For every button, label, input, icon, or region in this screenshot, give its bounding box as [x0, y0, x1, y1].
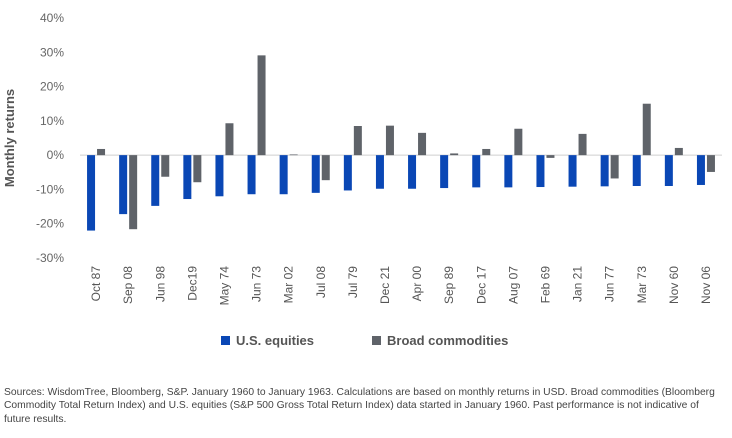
y-tick-label: 0% — [47, 148, 65, 162]
bar-broad-commodities — [257, 55, 266, 156]
x-tick-label: Jun 73 — [250, 266, 264, 302]
bar-broad-commodities — [321, 155, 330, 181]
x-tick-label: Jul 79 — [346, 266, 360, 298]
x-tick-label: Nov 60 — [667, 266, 681, 304]
x-tick-label: Jul 08 — [314, 266, 328, 298]
bar-broad-commodities — [674, 147, 683, 156]
bar-us-equities — [343, 155, 352, 191]
bar-us-equities — [311, 155, 320, 193]
bar-broad-commodities — [161, 155, 170, 177]
bar-us-equities — [151, 155, 160, 206]
bar-broad-commodities — [418, 132, 427, 156]
bar-broad-commodities — [385, 125, 394, 156]
bar-broad-commodities — [450, 153, 459, 156]
bar-broad-commodities — [193, 155, 202, 183]
bar-broad-commodities — [482, 148, 491, 156]
bar-us-equities — [183, 155, 192, 200]
x-tick-label: Dec 21 — [378, 266, 392, 304]
y-tick-label: 40% — [40, 11, 64, 25]
source-note: Sources: WisdomTree, Bloomberg, S&P. Jan… — [4, 387, 715, 425]
bar-us-equities — [215, 155, 224, 197]
bar-us-equities — [472, 155, 481, 188]
x-tick-label: Sep 08 — [121, 266, 135, 304]
legend-label-broad-commodities: Broad commodities — [387, 333, 509, 348]
bar-broad-commodities — [706, 155, 715, 172]
legend-label-us-equities: U.S. equities — [236, 333, 315, 348]
y-tick-label: 30% — [40, 45, 64, 59]
bar-us-equities — [632, 155, 641, 186]
x-tick-label: Mar 73 — [635, 266, 649, 304]
y-tick-label: -20% — [36, 217, 64, 231]
y-tick-label: 10% — [40, 114, 64, 128]
bar-us-equities — [536, 155, 545, 188]
x-tick-label: Jun 98 — [153, 266, 167, 302]
y-tick-label: 20% — [40, 80, 64, 94]
bar-broad-commodities — [642, 103, 651, 156]
y-tick-label: -30% — [36, 251, 64, 265]
x-tick-label: Jun 77 — [603, 266, 617, 302]
bar-us-equities — [504, 155, 513, 188]
x-tick-label: Apr 00 — [410, 266, 424, 302]
legend-item-us-equities: U.S. equities — [221, 333, 314, 348]
bar-us-equities — [119, 155, 128, 215]
bar-us-equities — [440, 155, 449, 189]
x-tick-label: Feb 69 — [538, 266, 552, 304]
x-tick-label: May 74 — [217, 266, 231, 306]
bar-us-equities — [375, 155, 384, 189]
bar-chart: Monthly returns -30% -20% -10% 0% 10% 20% 30% 4… — [2, 11, 722, 306]
bar-broad-commodities — [610, 155, 619, 179]
x-tick-label: Nov 06 — [699, 266, 713, 304]
chart-legend: U.S. equities Broad commodities — [0, 333, 732, 351]
y-axis-title: Monthly returns — [2, 89, 17, 187]
bar-us-equities — [664, 155, 673, 186]
bar-broad-commodities — [97, 148, 106, 156]
x-tick-label: Aug 07 — [506, 266, 520, 304]
chart-area: Monthly returns -30% -20% -10% 0% 10% 20% 30% 4… — [2, 11, 722, 306]
bar-us-equities — [408, 155, 417, 189]
bar-us-equities — [600, 155, 609, 187]
x-tick-label: Jan 21 — [571, 266, 585, 302]
bar-broad-commodities — [578, 133, 587, 156]
bar-us-equities — [87, 155, 96, 231]
y-tick-label: -10% — [36, 182, 64, 196]
bar-us-equities — [696, 155, 705, 185]
x-tick-label: Oct 87 — [89, 266, 103, 302]
bar-broad-commodities — [289, 154, 298, 156]
legend-item-broad-commodities: Broad commodities — [372, 333, 508, 348]
bar-broad-commodities — [225, 123, 234, 156]
bar-broad-commodities — [546, 155, 555, 158]
x-tick-label: Sep 89 — [442, 266, 456, 304]
x-tick-label: Dec19 — [185, 266, 199, 301]
legend-swatch-broad-commodities — [372, 336, 381, 345]
x-tick-label: Dec 17 — [474, 266, 488, 304]
bar-us-equities — [568, 155, 577, 187]
bar-broad-commodities — [129, 155, 138, 230]
bar-broad-commodities — [353, 126, 362, 156]
bar-broad-commodities — [514, 128, 523, 156]
bar-us-equities — [247, 155, 256, 195]
x-tick-label: Mar 02 — [282, 266, 296, 304]
bar-us-equities — [279, 155, 288, 195]
legend-swatch-us-equities — [221, 336, 230, 345]
